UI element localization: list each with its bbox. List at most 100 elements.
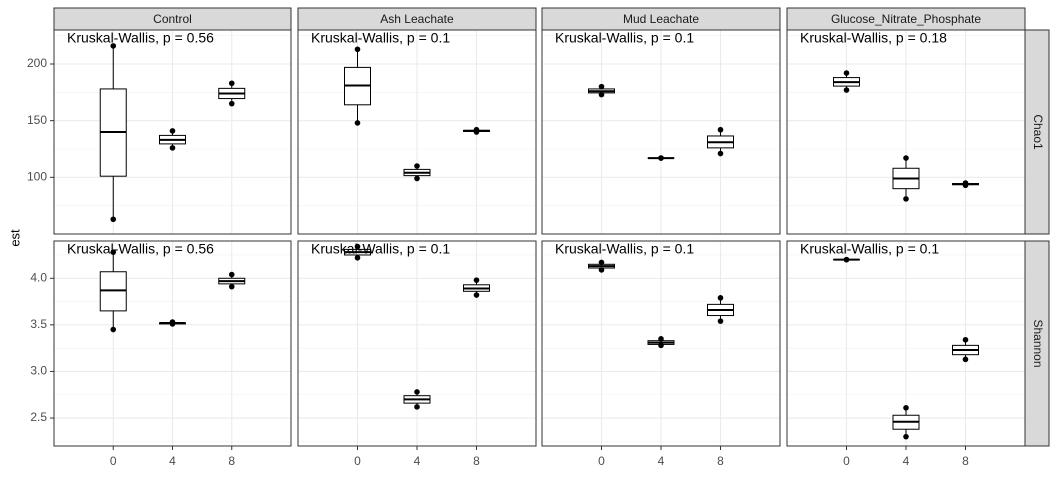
box-mud-leachate-shannon-x4 [647,336,675,349]
panel-shannon-glucose-nitrate-phosphate: Kruskal-Wallis, p = 0.1 0 4 8 [786,240,1026,468]
box-control-shannon-x8 [218,271,246,290]
box-ash-leachate-shannon-x8 [463,277,490,298]
x-tick-label-glucose-nitrate-phosphate-4: 4 [903,454,910,468]
y-axis-title: est [7,229,22,247]
point-min [169,145,176,151]
point-max [473,126,480,133]
x-tick-label-mud-leachate-4: 4 [658,454,665,468]
point-max [228,80,235,87]
row-strip-chao1 [1024,29,1050,235]
x-tick-label-control-0: 0 [110,454,117,468]
kruskal-wallis-annotation: Kruskal-Wallis, p = 0.1 [311,30,450,46]
point-min [228,100,235,107]
point-min [962,356,969,363]
point-min [598,91,605,98]
box-glucose-nitrate-phosphate-chao1-x0 [833,70,860,93]
y-tick-label-shannon-1: 3.0 [30,364,47,378]
x-tick-label-ash-leachate-0: 0 [354,454,361,468]
point-max [354,243,361,250]
point-min [354,254,361,261]
box-mud-leachate-chao1-x8 [707,126,734,157]
point-max [903,155,909,161]
kruskal-wallis-annotation: Kruskal-Wallis, p = 0.1 [800,241,939,257]
row-strip-shannon [1024,240,1050,447]
point-max [658,155,664,161]
point-max [962,336,969,343]
box-glucose-nitrate-phosphate-shannon-x0 [833,256,860,263]
box-ash-leachate-chao1-x0 [344,46,371,126]
point-max [110,43,117,49]
kruskal-wallis-annotation: Kruskal-Wallis, p = 0.18 [800,30,947,46]
panel-shannon-control: Kruskal-Wallis, p = 0.56 0 4 8 [53,240,292,468]
point-min [598,267,605,273]
y-tick-label-shannon-3: 4.0 [30,270,47,284]
facet-label-glucose-nitrate-phosphate: Glucose_Nitrate_Phosphate [831,12,981,26]
kruskal-wallis-annotation: Kruskal-Wallis, p = 0.1 [555,30,694,46]
point-min [843,87,850,93]
row-label-chao1: Chao1 [1031,114,1045,150]
point-min [903,433,909,440]
box-control-shannon-x0 [99,249,127,333]
point-max [598,259,605,266]
kruskal-wallis-annotation: Kruskal-Wallis, p = 0.1 [311,241,450,257]
point-max [169,319,176,325]
point-max [962,180,969,186]
y-tick-label-shannon-2: 3.5 [30,317,47,331]
box-mud-leachate-chao1-x4 [647,155,675,161]
point-min [414,404,420,410]
box-ash-leachate-shannon-x4 [403,389,431,410]
point-max [414,389,420,395]
panel-shannon-ash-leachate: Kruskal-Wallis, p = 0.1 0 4 8 [297,240,537,468]
x-tick-label-control-8: 8 [228,454,235,468]
box-ash-leachate-shannon-x0 [344,243,371,261]
box-ash-leachate-chao1-x4 [403,163,431,182]
x-tick-label-glucose-nitrate-phosphate-8: 8 [962,454,969,468]
facet-label-mud-leachate: Mud Leachate [623,12,699,26]
panel-border [786,29,1026,235]
point-max [717,126,724,133]
panel-shannon-mud-leachate: Kruskal-Wallis, p = 0.1 0 4 8 [541,240,781,468]
box-control-shannon-x4 [159,319,186,327]
point-min [473,292,480,298]
point-max [843,70,850,76]
box-mud-leachate-shannon-x8 [707,295,734,324]
box-glucose-nitrate-phosphate-shannon-x8 [952,336,979,363]
point-max [228,271,235,278]
point-min [354,120,361,126]
box-mud-leachate-chao1-x0 [588,83,615,98]
x-tick-label-mud-leachate-8: 8 [717,454,724,468]
point-min [228,283,235,290]
panel-border [297,29,537,235]
box-glucose-nitrate-phosphate-chao1-x8 [952,180,979,189]
panel-chao1-glucose-nitrate-phosphate: Kruskal-Wallis, p = 0.18 [786,29,1026,235]
point-max [354,46,361,53]
x-tick-label-mud-leachate-0: 0 [598,454,605,468]
x-tick-label-ash-leachate-4: 4 [414,454,421,468]
point-min [658,342,664,349]
y-tick-label-chao1-2: 200 [27,56,47,70]
panel-chao1-ash-leachate: Kruskal-Wallis, p = 0.1 [297,29,537,235]
point-max [169,128,176,134]
point-max [414,163,420,169]
point-min [110,216,117,223]
point-max [717,295,724,301]
point-max [473,277,480,283]
x-tick-label-glucose-nitrate-phosphate-0: 0 [843,454,850,468]
x-tick-label-control-4: 4 [169,454,176,468]
panel-border [53,29,292,235]
y-tick-label-chao1-0: 100 [27,170,47,184]
point-min [717,150,724,157]
panel-chao1-control: Kruskal-Wallis, p = 0.56 [53,29,292,235]
box-ash-leachate-chao1-x8 [463,126,490,135]
kruskal-wallis-annotation: Kruskal-Wallis, p = 0.56 [67,241,214,257]
kruskal-wallis-annotation: Kruskal-Wallis, p = 0.56 [67,30,214,46]
kruskal-wallis-annotation: Kruskal-Wallis, p = 0.1 [555,241,694,257]
point-max [843,256,850,263]
point-max [903,404,909,411]
point-min [717,318,724,324]
box-glucose-nitrate-phosphate-chao1-x4 [892,155,920,202]
x-tick-label-ash-leachate-8: 8 [473,454,480,468]
point-max [658,336,664,342]
point-min [110,326,117,333]
